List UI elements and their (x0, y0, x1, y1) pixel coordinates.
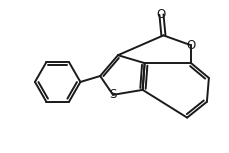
Text: S: S (109, 88, 116, 101)
Text: O: O (156, 8, 165, 21)
Text: O: O (186, 39, 195, 52)
